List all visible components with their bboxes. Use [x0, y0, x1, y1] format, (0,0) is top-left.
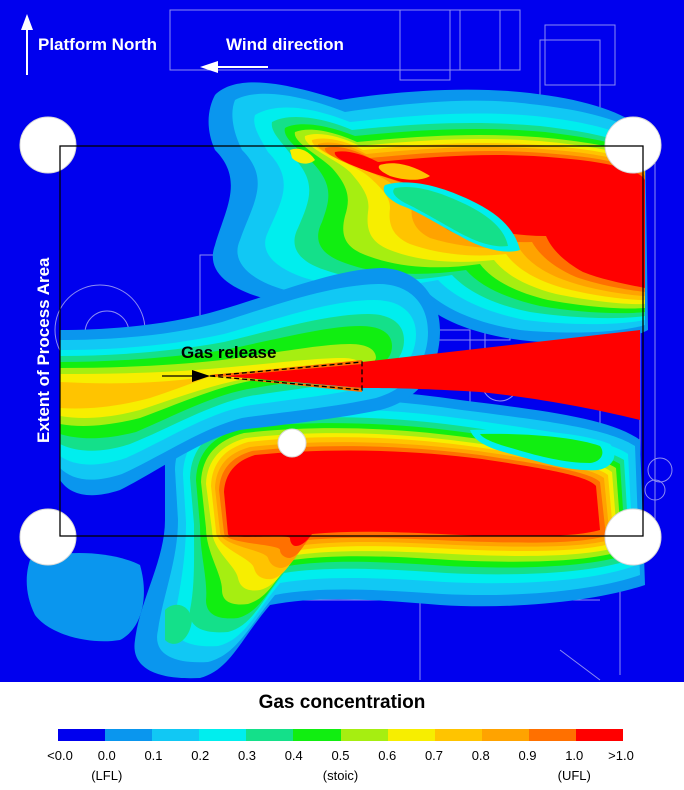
gas-release-marker	[162, 361, 363, 391]
legend-swatch	[152, 729, 200, 741]
support-se	[604, 508, 662, 566]
legend-swatch	[199, 729, 247, 741]
legend-tick-label: 0.5	[331, 748, 350, 763]
support-ne	[604, 116, 662, 174]
support-nw	[19, 116, 77, 174]
legend-tick-label: <0.0	[47, 748, 73, 763]
support-markers	[19, 116, 662, 566]
legend-tick-label: 0.6	[378, 748, 397, 763]
legend-swatch	[481, 729, 530, 741]
gas-release-label: Gas release	[181, 343, 276, 362]
legend-swatch	[246, 729, 294, 741]
legend-swatch	[434, 729, 483, 741]
legend-swatch	[105, 729, 153, 741]
legend-swatch	[58, 729, 106, 741]
extent-of-process-area-label: Extent of Process Area	[34, 257, 53, 443]
legend-tick-label: >1.0	[608, 748, 634, 763]
support-sw	[19, 508, 77, 566]
lower-plume	[26, 388, 645, 679]
process-area-boundary	[59, 145, 644, 537]
north-arrow-icon	[21, 14, 33, 75]
wind-direction-label: Wind direction	[226, 35, 344, 54]
upper-plume	[208, 82, 648, 343]
platform-north-label: Platform North	[38, 35, 157, 54]
wind-arrow-icon	[200, 61, 268, 73]
legend-tick-label: 0.7	[424, 748, 444, 763]
release-arrow-head	[192, 370, 210, 382]
legend-tick-label: 0.1	[144, 748, 163, 763]
legend-tick-label: 0.0	[97, 748, 116, 763]
legend-sublabel: (stoic)	[322, 768, 359, 783]
concentration-map: Platform North Wind direction Extent of …	[0, 0, 684, 682]
release-jet	[60, 268, 640, 496]
release-cone	[209, 361, 363, 391]
legend-swatch	[293, 729, 341, 741]
legend-tick-label: 0.2	[191, 748, 210, 763]
legend-title: Gas concentration	[258, 692, 426, 713]
legend-tick-label: 0.9	[518, 748, 537, 763]
legend-swatch	[575, 729, 624, 741]
legend-tick-label: 0.3	[237, 748, 257, 763]
legend-tick-label: 0.4	[284, 748, 303, 763]
legend-swatch	[387, 729, 436, 741]
legend-tick-label: 1.0	[565, 748, 584, 763]
legend-swatch	[340, 729, 389, 741]
legend-swatch	[528, 729, 577, 741]
legend-sublabel: (LFL)	[91, 768, 123, 783]
legend-sublabel: (UFL)	[557, 768, 591, 783]
legend-tick-label: 0.8	[471, 748, 490, 763]
support-center	[277, 428, 307, 458]
